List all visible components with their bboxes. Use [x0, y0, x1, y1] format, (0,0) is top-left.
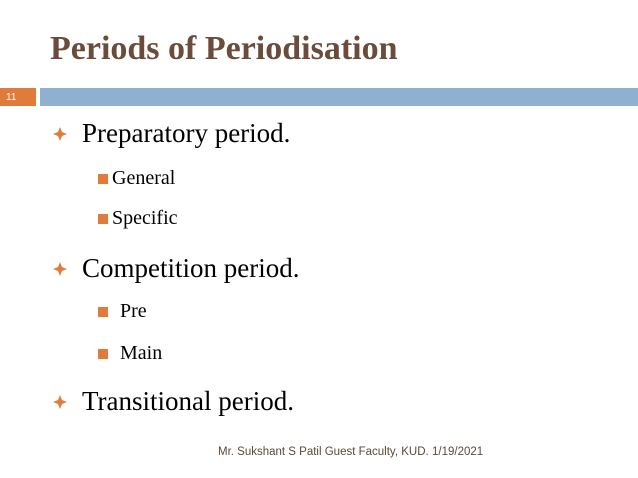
slide-number: 11 [6, 91, 17, 103]
square-bullet-icon [98, 306, 108, 317]
sub-bullet-label: General [112, 167, 176, 189]
diamond-bullet-icon [53, 126, 67, 141]
diamond-bullet-icon [53, 261, 67, 276]
bullet-label: Transitional period. [82, 386, 294, 416]
bullet-competition: Competition period. [52, 253, 299, 284]
footer-date: 1/19/2021 [432, 446, 484, 458]
sub-bullet-main: Main [98, 342, 162, 365]
square-bullet-icon [98, 213, 108, 224]
sub-bullet-label: Specific [112, 207, 178, 229]
bullet-label: Preparatory period. [82, 118, 291, 148]
header-divider-bar [40, 88, 638, 106]
slide-number-badge: 11 [0, 88, 36, 106]
square-bullet-icon [98, 173, 108, 184]
sub-bullet-specific: Specific [98, 207, 178, 230]
sub-bullet-label: Pre [120, 300, 147, 322]
sub-bullet-label: Main [120, 342, 163, 364]
bullet-transitional: Transitional period. [52, 386, 294, 417]
slide-title: Periods of Periodisation [50, 30, 398, 67]
diamond-bullet-icon [53, 394, 67, 409]
sub-bullet-general: General [98, 167, 175, 190]
square-bullet-icon [98, 348, 108, 359]
footer-author: Mr. Sukshant S Patil Guest Faculty, KUD. [218, 446, 429, 458]
bullet-label: Competition period. [82, 253, 300, 283]
bullet-preparatory: Preparatory period. [52, 118, 290, 149]
sub-bullet-pre: Pre [98, 300, 147, 323]
